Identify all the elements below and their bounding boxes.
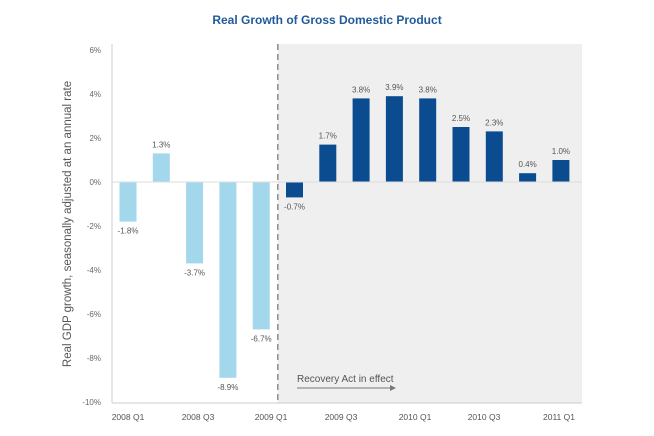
bar — [319, 144, 337, 182]
bar — [519, 173, 537, 182]
x-tick-label: 2010 Q1 — [399, 412, 432, 422]
data-label: 1.7% — [319, 132, 337, 141]
bar — [119, 182, 137, 222]
data-label: 3.8% — [352, 85, 370, 94]
recovery-shaded-region — [277, 44, 582, 403]
y-tick-label: 2% — [89, 134, 101, 143]
bar — [485, 131, 503, 182]
y-tick-label: -2% — [87, 222, 101, 231]
x-tick-label: 2010 Q3 — [468, 412, 501, 422]
y-tick-label: 0% — [89, 178, 101, 187]
data-label: -6.7% — [251, 334, 272, 343]
arrow-icon — [390, 385, 396, 391]
data-label: 3.8% — [419, 85, 437, 94]
bar — [385, 96, 403, 182]
recovery-annotation: Recovery Act in effect — [297, 374, 394, 385]
data-label: 2.5% — [452, 114, 470, 123]
bar — [452, 127, 470, 182]
data-label: -1.8% — [118, 227, 139, 236]
data-label: -3.7% — [184, 268, 205, 277]
bar — [552, 160, 570, 182]
y-tick-label: 4% — [89, 90, 101, 99]
bar — [419, 98, 437, 182]
x-tick-label: 2011 Q1 — [543, 412, 575, 422]
data-label: -8.9% — [217, 383, 238, 392]
y-tick-label: 6% — [89, 46, 101, 55]
bar — [252, 182, 270, 330]
data-label: 1.3% — [152, 140, 170, 149]
x-tick-label: 2008 Q3 — [182, 412, 215, 422]
y-tick-label: -8% — [87, 354, 101, 363]
x-tick-label: 2009 Q3 — [325, 412, 358, 422]
y-tick-label: -6% — [87, 310, 101, 319]
x-tick-label: 2009 Q1 — [255, 412, 288, 422]
x-tick-label: 2008 Q1 — [112, 412, 145, 422]
bar — [186, 182, 204, 264]
data-label: 3.9% — [385, 83, 403, 92]
data-label: 1.0% — [552, 147, 570, 156]
bar — [286, 182, 303, 198]
data-label: 2.3% — [485, 118, 503, 127]
y-axis-label: Real GDP growth, seasonally adjusted at … — [62, 81, 74, 367]
bar — [152, 153, 170, 182]
bar — [219, 182, 237, 378]
y-tick-label: -10% — [82, 398, 101, 407]
bar — [352, 98, 370, 182]
data-label: 0.4% — [518, 160, 536, 169]
y-tick-label: -4% — [87, 266, 101, 275]
chart-title: Real Growth of Gross Domestic Product — [212, 13, 441, 27]
data-label: -0.7% — [284, 202, 305, 211]
